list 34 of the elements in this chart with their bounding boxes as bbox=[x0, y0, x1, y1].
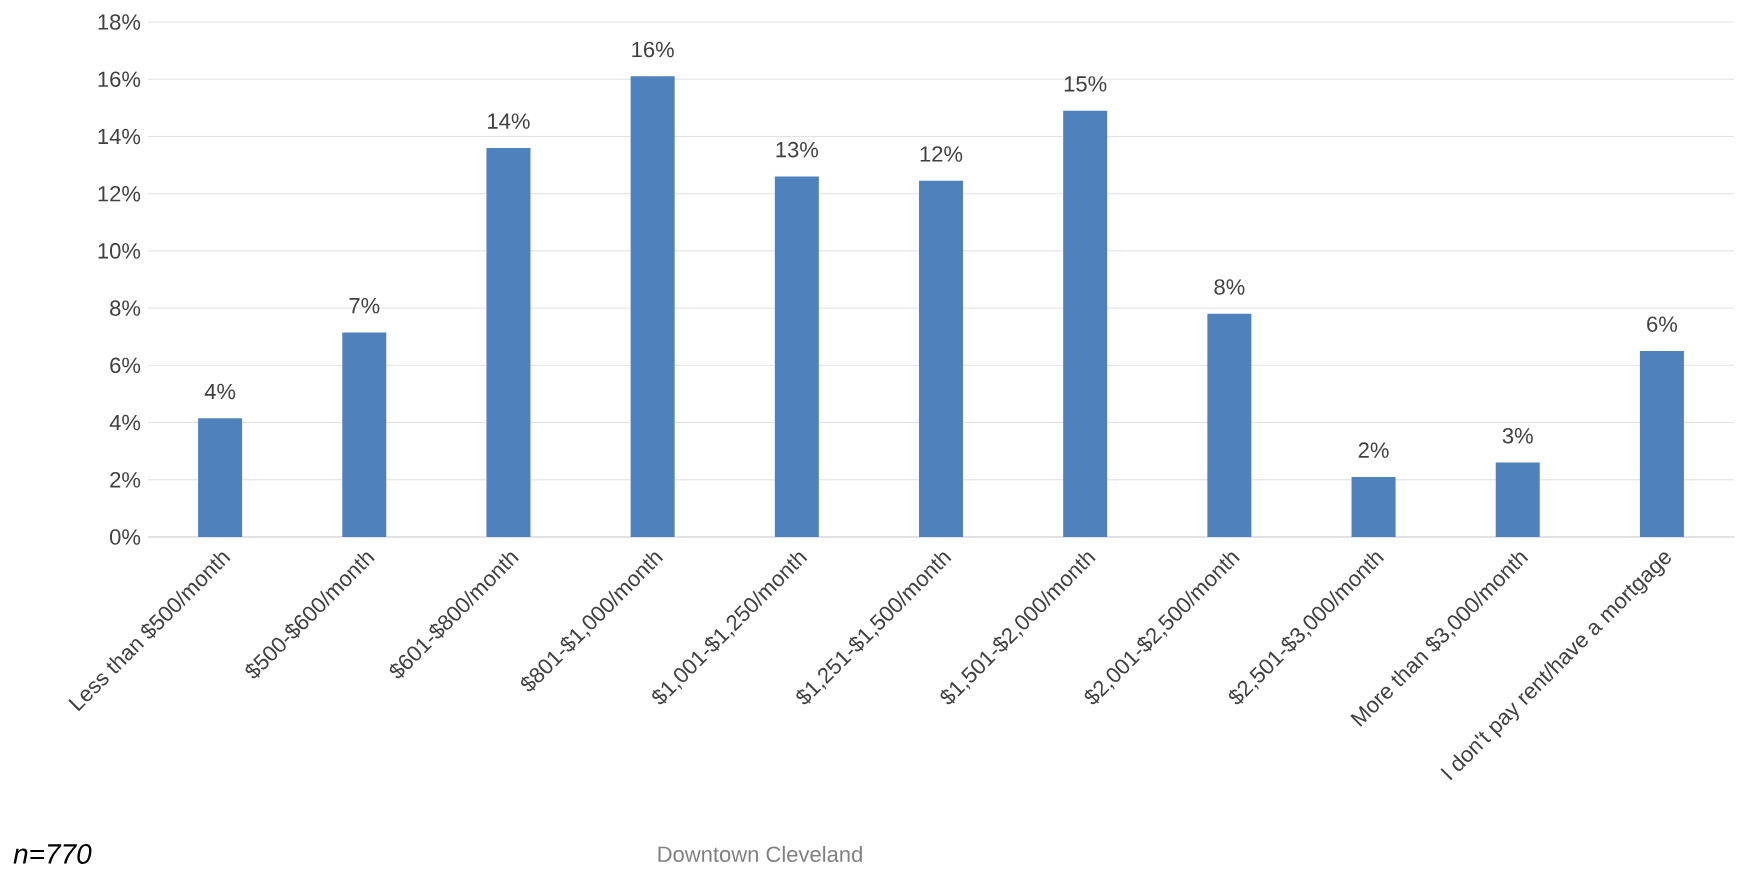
x-axis-title: Downtown Cleveland bbox=[658, 845, 862, 863]
data-label: 6% bbox=[1647, 316, 1678, 332]
bar bbox=[919, 180, 964, 537]
text: n=770 bbox=[13, 844, 92, 864]
data-label: 3% bbox=[1502, 427, 1533, 444]
y-tick-label: 12% bbox=[98, 185, 141, 202]
data-label: 16% bbox=[632, 41, 674, 58]
bar bbox=[342, 332, 387, 537]
y-tick-label: 16% bbox=[98, 71, 141, 88]
bar bbox=[630, 76, 675, 537]
y-tick-label: 0% bbox=[110, 529, 141, 545]
data-label: 7% bbox=[349, 297, 380, 314]
bar bbox=[1351, 476, 1396, 537]
y-tick-label: 18% bbox=[98, 14, 141, 30]
bar bbox=[1495, 462, 1540, 537]
bar bbox=[486, 147, 531, 537]
data-label: 15% bbox=[1064, 76, 1107, 92]
y-tick-label: 2% bbox=[110, 472, 141, 488]
y-tick-label: 4% bbox=[109, 414, 141, 431]
data-label: 14% bbox=[488, 113, 530, 129]
y-tick-label: 14% bbox=[98, 128, 141, 145]
bar bbox=[198, 418, 243, 537]
y-tick-label: 10% bbox=[98, 243, 141, 259]
data-label: 13% bbox=[776, 141, 819, 158]
data-label: 8% bbox=[1214, 279, 1245, 295]
y-tick-label: 8% bbox=[110, 300, 141, 316]
data-label: 2% bbox=[1358, 442, 1389, 458]
bar bbox=[1207, 313, 1252, 537]
data-label: 4% bbox=[204, 383, 236, 400]
bar bbox=[774, 176, 819, 537]
bar bbox=[1063, 110, 1108, 537]
y-tick-label: 6% bbox=[110, 357, 141, 374]
data-label: 12% bbox=[920, 146, 963, 162]
bar bbox=[1639, 351, 1684, 537]
